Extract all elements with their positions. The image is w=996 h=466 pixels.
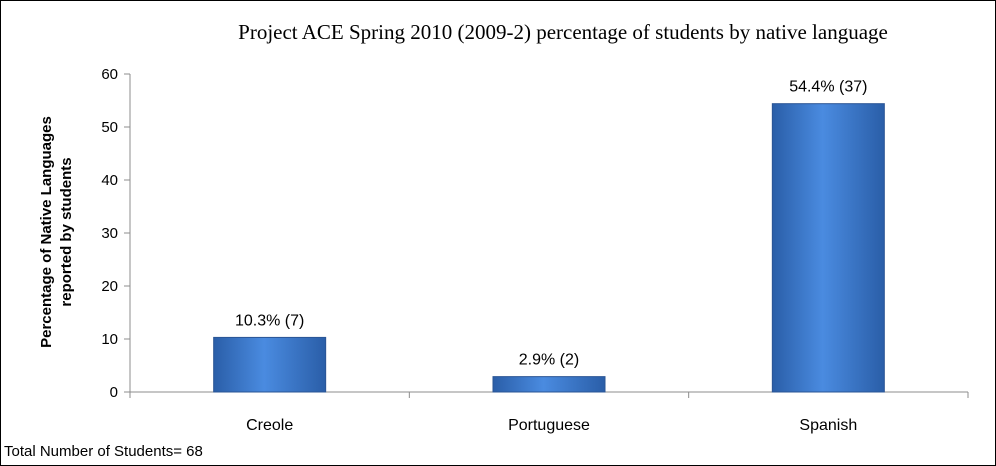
x-tick-label: Creole [246,417,293,434]
footnote: Total Number of Students= 68 [4,443,203,460]
bars [213,103,885,393]
y-tick-label: 0 [110,384,118,401]
bar-spanish [771,103,885,393]
y-tick-label: 60 [101,66,118,83]
chart-title: Project ACE Spring 2010 (2009-2) percent… [238,20,888,44]
y-tick-label: 40 [101,172,118,189]
x-tick-label: Spanish [799,417,857,434]
bar-creole [213,336,327,393]
y-tick-label: 10 [101,331,118,348]
y-tick-label: 50 [101,119,118,136]
x-tick-label: Portuguese [508,417,590,434]
data-label: 10.3% (7) [235,312,304,329]
data-label: 54.4% (37) [789,79,867,96]
bar-portuguese [492,376,606,393]
y-tick-label: 30 [101,225,118,242]
y-tick-label: 20 [101,278,118,295]
data-label: 2.9% (2) [519,352,579,369]
data-labels: Creole 10.3% (7) Portuguese 2.9% (2) Spanish… [235,79,867,434]
